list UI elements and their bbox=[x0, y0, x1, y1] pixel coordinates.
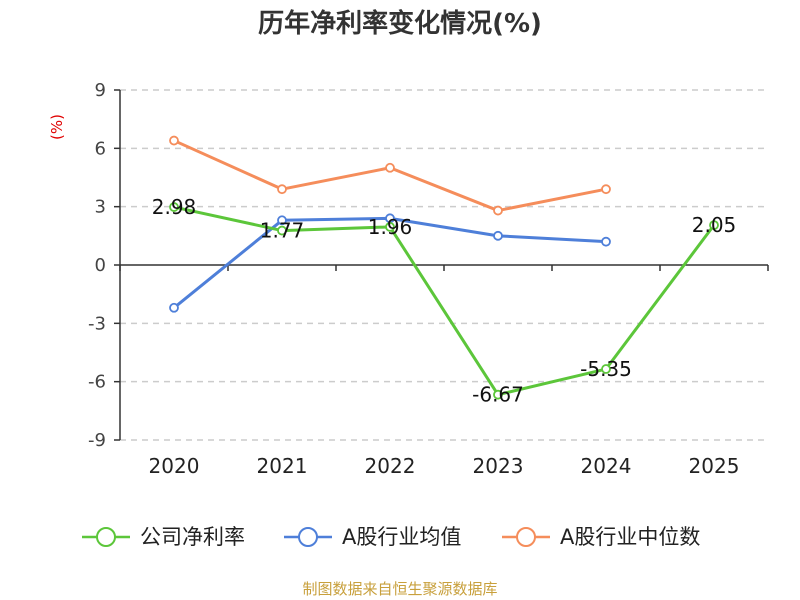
y-tick-label: 6 bbox=[95, 138, 106, 159]
data-point bbox=[601, 184, 611, 195]
legend-marker bbox=[298, 527, 318, 547]
legend-marker bbox=[96, 527, 116, 547]
x-tick-label: 2023 bbox=[473, 454, 524, 478]
grid bbox=[120, 89, 768, 441]
source-note: 制图数据来自恒生聚源数据库 bbox=[302, 580, 497, 598]
x-tick-label: 2021 bbox=[257, 454, 308, 478]
data-point bbox=[169, 202, 179, 212]
y-tick-label: -3 bbox=[88, 313, 106, 334]
y-tick-label: 3 bbox=[95, 197, 106, 218]
legend-item[interactable]: 公司净利率 bbox=[82, 525, 245, 549]
data-label: 1.96 bbox=[368, 215, 413, 239]
data-point bbox=[277, 184, 287, 195]
legend-label: 公司净利率 bbox=[140, 525, 245, 549]
legend-label: A股行业中位数 bbox=[560, 525, 700, 549]
data-point bbox=[493, 230, 503, 241]
y-axis-unit: (%) bbox=[48, 114, 66, 140]
data-point bbox=[277, 215, 287, 226]
data-point bbox=[169, 302, 179, 313]
x-tick-label: 2024 bbox=[581, 454, 632, 478]
data-label: -5.35 bbox=[580, 357, 632, 381]
y-tick-label: 9 bbox=[95, 80, 106, 101]
x-tick-label: 2020 bbox=[149, 454, 200, 478]
x-tick-label: 2022 bbox=[365, 454, 416, 478]
y-tick-label: -6 bbox=[88, 372, 106, 393]
data-point bbox=[493, 389, 503, 400]
legend-item[interactable]: A股行业均值 bbox=[284, 525, 461, 549]
data-label: 2.05 bbox=[692, 213, 737, 237]
axes: 9 6 3 0 -3 -6 -9 2020 2021 2022 2023 2024 2025 bbox=[88, 80, 769, 478]
legend-marker bbox=[516, 527, 536, 547]
legend-item[interactable]: A股行业中位数 bbox=[502, 525, 700, 549]
chart-title: 历年净利率变化情况(%) bbox=[258, 8, 542, 39]
legend[interactable]: 公司净利率 A股行业均值 A股行业中位数 bbox=[82, 525, 700, 549]
data-label: 2.98 bbox=[152, 195, 197, 219]
data-point bbox=[493, 205, 503, 216]
data-point bbox=[385, 162, 395, 173]
legend-label: A股行业均值 bbox=[342, 525, 461, 549]
data-label: -6.67 bbox=[472, 383, 524, 407]
data-point bbox=[601, 364, 611, 374]
series-line bbox=[173, 139, 607, 213]
series bbox=[169, 135, 719, 400]
x-tick-label: 2025 bbox=[689, 454, 740, 478]
data-label: 1.77 bbox=[260, 219, 305, 243]
data-point bbox=[709, 220, 719, 231]
data-point bbox=[277, 225, 287, 236]
data-point bbox=[385, 221, 395, 232]
data-point bbox=[601, 236, 611, 247]
data-point bbox=[169, 135, 179, 146]
data-labels: 2.98 1.77 1.96 -6.67 -5.35 2.05 bbox=[152, 195, 737, 407]
y-tick-label: -9 bbox=[88, 430, 106, 451]
y-tick-label: 0 bbox=[95, 255, 106, 276]
series-line bbox=[173, 205, 716, 397]
